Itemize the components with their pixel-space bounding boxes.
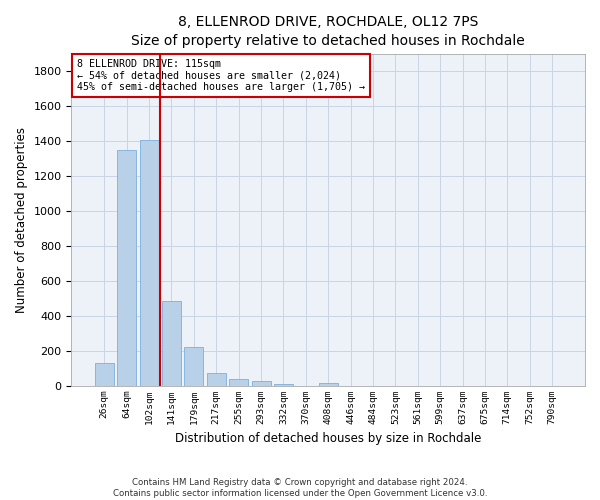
Bar bbox=[95, 363, 114, 386]
Bar bbox=[162, 300, 181, 386]
Title: 8, ELLENROD DRIVE, ROCHDALE, OL12 7PS
Size of property relative to detached hous: 8, ELLENROD DRIVE, ROCHDALE, OL12 7PS Si… bbox=[131, 15, 525, 48]
Bar bbox=[184, 347, 203, 387]
Bar bbox=[140, 140, 158, 386]
Bar bbox=[229, 378, 248, 386]
Y-axis label: Number of detached properties: Number of detached properties bbox=[15, 127, 28, 313]
Bar bbox=[207, 374, 226, 386]
Bar bbox=[274, 384, 293, 386]
Bar bbox=[251, 382, 271, 386]
Text: 8 ELLENROD DRIVE: 115sqm
← 54% of detached houses are smaller (2,024)
45% of sem: 8 ELLENROD DRIVE: 115sqm ← 54% of detach… bbox=[77, 59, 365, 92]
Bar bbox=[319, 383, 338, 386]
X-axis label: Distribution of detached houses by size in Rochdale: Distribution of detached houses by size … bbox=[175, 432, 481, 445]
Text: Contains HM Land Registry data © Crown copyright and database right 2024.
Contai: Contains HM Land Registry data © Crown c… bbox=[113, 478, 487, 498]
Bar bbox=[117, 150, 136, 386]
